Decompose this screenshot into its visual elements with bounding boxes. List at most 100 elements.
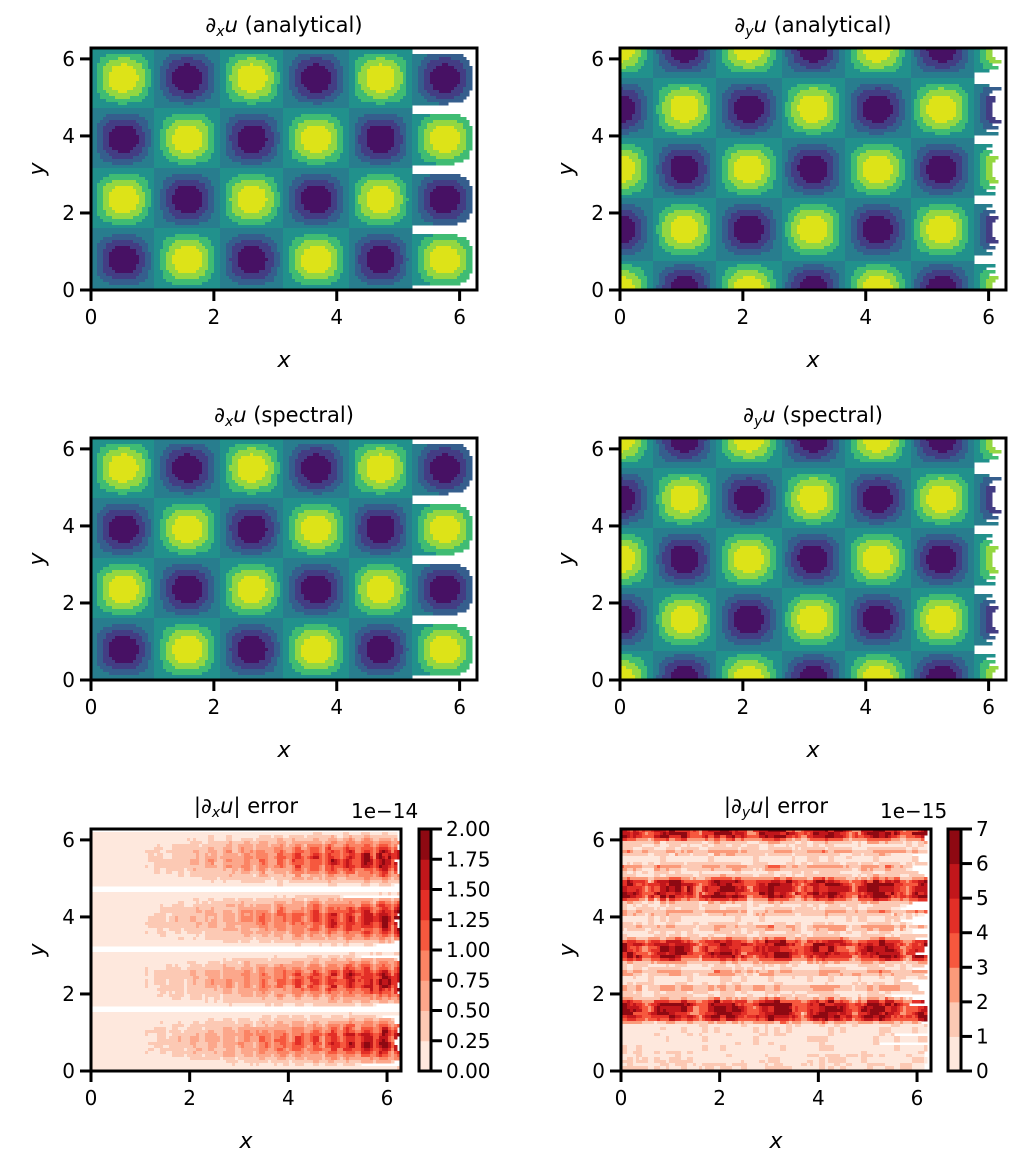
contour-band-cell xyxy=(349,165,413,169)
contour-band-cell xyxy=(671,168,699,172)
contour-band-cell xyxy=(361,99,401,103)
contour-band-cell xyxy=(205,270,215,274)
contour-band-cell xyxy=(349,210,356,214)
contour-band-cell xyxy=(361,132,368,136)
contour-band-cell xyxy=(277,120,284,124)
contour-band-cell xyxy=(911,78,975,82)
contour-band-cell xyxy=(974,120,981,124)
contour-band-cell xyxy=(980,174,987,178)
contour-band-cell xyxy=(454,87,464,91)
contour-band-cell xyxy=(731,69,768,73)
contour-band-cell xyxy=(418,150,428,154)
contour-band-cell xyxy=(707,165,711,169)
contour-band-cell xyxy=(220,228,284,232)
contour-band-cell xyxy=(833,231,840,235)
contour-band-cell xyxy=(620,282,633,286)
contour-band-cell xyxy=(367,120,395,124)
contour-band-cell xyxy=(782,216,789,220)
contour-band-cell xyxy=(460,72,467,76)
contour-band-cell xyxy=(175,120,203,124)
contour-band-cell xyxy=(289,270,299,274)
contour-band-cell xyxy=(142,150,149,154)
contour-band-cell xyxy=(91,63,98,67)
contour-band-cell xyxy=(166,141,173,145)
contour-band-cell xyxy=(968,171,975,175)
contour-band-cell xyxy=(644,120,654,124)
contour-band-cell xyxy=(268,138,275,142)
contour-band-cell xyxy=(268,243,278,247)
contour-band-cell xyxy=(289,84,296,88)
contour-band-cell xyxy=(644,210,654,214)
contour-band-cell xyxy=(788,63,801,67)
contour-band-cell xyxy=(430,243,461,247)
contour-band-cell xyxy=(412,207,419,211)
contour-band-cell xyxy=(154,240,164,244)
contour-band-cell xyxy=(103,75,110,79)
contour-band-cell xyxy=(920,54,930,58)
contour-band-cell xyxy=(370,147,392,151)
contour-band-cell xyxy=(331,141,338,145)
contour-band-cell xyxy=(836,126,846,130)
contour-band-cell xyxy=(974,231,981,235)
contour-band-cell xyxy=(671,225,699,229)
contour-band-cell xyxy=(902,276,912,280)
contour-band-cell xyxy=(97,207,104,211)
contour-band-cell xyxy=(839,48,846,52)
contour-band-cell xyxy=(797,48,828,52)
contour-band-cell xyxy=(277,123,284,127)
contour-band-cell xyxy=(106,453,122,457)
contour-band-cell xyxy=(845,177,852,181)
contour-band-cell xyxy=(142,210,149,214)
contour-band-cell xyxy=(710,225,717,229)
contour-band-cell xyxy=(905,108,912,112)
contour-band-cell xyxy=(151,141,155,145)
contour-band-cell xyxy=(400,189,407,193)
contour-band-cell xyxy=(929,237,954,241)
contour-band-cell xyxy=(800,204,828,208)
contour-band-cell xyxy=(202,153,212,157)
contour-band-cell xyxy=(274,255,281,259)
contour-band-cell xyxy=(154,57,167,61)
contour-band-cell xyxy=(325,210,335,214)
contour-band-cell xyxy=(220,75,227,79)
contour-band-cell xyxy=(295,132,302,136)
contour-band-cell xyxy=(337,258,344,262)
contour-band-cell xyxy=(785,228,792,232)
contour-band-cell xyxy=(154,213,164,217)
contour-band-cell xyxy=(214,129,221,133)
contour-band-cell xyxy=(400,159,413,163)
contour-band-cell xyxy=(905,279,912,283)
contour-band-cell xyxy=(959,240,969,244)
contour-band-cell xyxy=(893,273,903,277)
contour-band-cell xyxy=(866,246,891,250)
contour-band-cell xyxy=(142,207,149,211)
contour-band-cell xyxy=(340,63,350,67)
contour-band-cell xyxy=(800,282,828,286)
contour-band-cell xyxy=(659,156,666,160)
contour-band-cell xyxy=(968,240,975,244)
contour-band-cell xyxy=(983,87,1002,91)
contour-band-cell xyxy=(911,264,930,268)
contour-band-cell xyxy=(220,183,227,187)
contour-band-cell xyxy=(406,81,413,85)
contour-band-cell xyxy=(986,222,993,226)
contour-band-cell xyxy=(424,87,434,91)
contour-band-cell xyxy=(268,123,278,127)
contour-band-cell xyxy=(343,129,350,133)
contour-band-cell xyxy=(430,132,461,136)
contour-band-cell xyxy=(860,276,870,280)
contour-band-cell xyxy=(857,54,867,58)
contour-band-cell xyxy=(710,282,717,286)
contour-band-cell xyxy=(845,123,855,127)
contour-band-cell xyxy=(418,258,425,262)
contour-band-cell xyxy=(418,456,428,460)
contour-band-cell xyxy=(292,183,302,187)
contour-band-cell xyxy=(926,171,957,175)
contour-band-cell xyxy=(794,189,834,193)
contour-band-cell xyxy=(635,123,645,127)
contour-band-cell xyxy=(466,75,473,79)
contour-band-cell xyxy=(232,219,272,223)
contour-band-cell xyxy=(289,255,296,259)
contour-band-cell xyxy=(412,147,419,151)
contour-band-cell xyxy=(298,99,335,103)
